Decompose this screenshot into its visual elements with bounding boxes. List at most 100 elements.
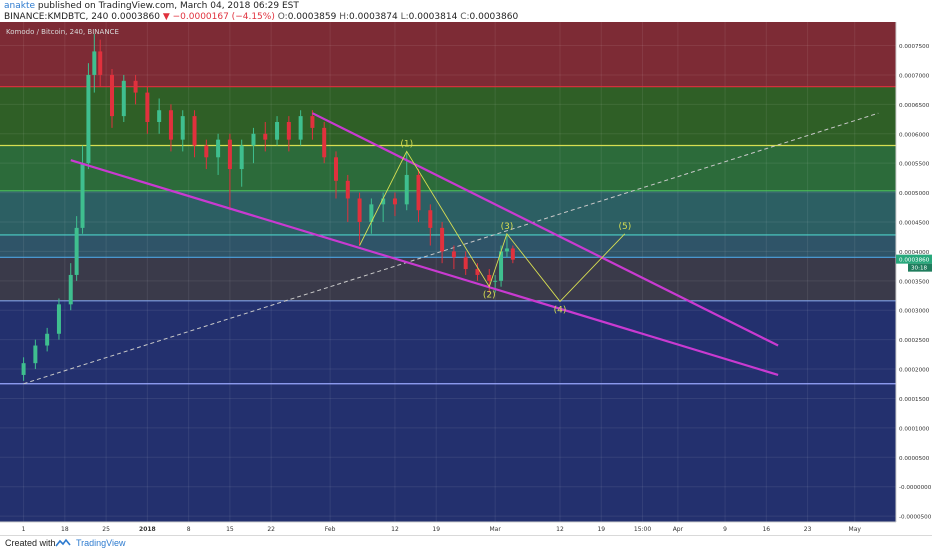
candle-body	[263, 133, 268, 140]
candle-body	[286, 122, 291, 140]
candle-body	[345, 180, 350, 199]
price-tick-label: 0.0001000	[899, 426, 930, 432]
candle-body	[74, 227, 79, 275]
candle-body	[110, 74, 114, 117]
last-price-label: 0.0003860	[899, 258, 930, 264]
candle-body	[369, 204, 374, 222]
candle-body	[168, 110, 173, 140]
candle-body	[192, 116, 197, 146]
candle-body	[180, 116, 185, 140]
elliott-wave-path	[359, 150, 626, 303]
time-tick-label: 12	[391, 526, 399, 533]
price-tick-label: 0.0002000	[899, 368, 930, 374]
fib-zone	[0, 145, 896, 191]
time-tick-label: 1	[22, 526, 26, 533]
trendline-dashed-support	[23, 112, 879, 385]
fib-zone	[0, 300, 896, 384]
price-tick-label: 0.0007500	[899, 44, 930, 50]
candle-body	[463, 257, 468, 270]
candle-body	[204, 145, 209, 158]
time-tick-label: 12	[556, 526, 564, 533]
price-tick-label: 0.0000500	[899, 456, 930, 462]
time-tick-label: Feb	[325, 526, 336, 533]
countdown-tag	[908, 263, 932, 272]
candle-body	[45, 333, 50, 346]
fib-zone	[0, 257, 896, 301]
price-tick-label: -0.0000000	[899, 485, 932, 491]
candle-body	[504, 248, 509, 252]
close-label: C:	[460, 12, 470, 22]
elliott-wave-label: (5)	[618, 222, 631, 232]
fib-zone	[0, 22, 896, 87]
time-tick-label: 2018	[139, 526, 156, 533]
candle-body	[157, 110, 162, 122]
time-tick-label: 19	[597, 526, 605, 533]
candle-body	[310, 116, 315, 128]
candle-body	[227, 139, 232, 170]
price-tick-label: 0.0006500	[899, 103, 930, 109]
high-label: H:	[339, 12, 350, 22]
time-tick-label: 22	[267, 526, 275, 533]
tradingview-brand-link[interactable]: TradingView	[76, 538, 126, 548]
candle-body	[21, 363, 26, 375]
time-tick-label: 9	[723, 526, 727, 533]
price-tick-label: 0.0004000	[899, 250, 930, 256]
candle-body	[133, 80, 138, 93]
last-price-tag	[896, 254, 932, 264]
symbol-info: BINANCE:KMDBTC, 240 0.0003860 ▼ −0.00001…	[4, 12, 518, 23]
time-tick-label: 15:00	[634, 526, 651, 533]
candle-body	[80, 163, 85, 228]
time-tick-label: 18	[61, 526, 69, 533]
candle-body	[298, 116, 303, 140]
time-tick-label: 25	[102, 526, 110, 533]
price-tick-label: 0.0004500	[899, 221, 930, 227]
candle-body	[33, 345, 38, 364]
countdown-label: 30:18	[911, 266, 928, 272]
trendline-wedge-lower	[70, 159, 779, 376]
price-tick-label: 0.0007000	[899, 73, 930, 79]
elliott-wave-label: (2)	[483, 291, 496, 301]
price-axis	[896, 22, 932, 522]
down-arrow-icon: ▼	[162, 12, 170, 22]
fib-zone	[0, 383, 896, 522]
candle-body	[251, 133, 256, 146]
time-tick-label: Mar	[489, 526, 501, 533]
ohlc-values: O:0.0003859 H:0.0003874 L:0.0003814 C:0.…	[278, 12, 518, 22]
author-link[interactable]: anakte	[4, 1, 36, 11]
time-tick-label: 23	[804, 526, 812, 533]
candle-body	[357, 198, 362, 222]
candle-body	[322, 127, 327, 158]
candle-body	[121, 80, 126, 117]
candle-body	[275, 122, 280, 140]
time-tick-label: 8	[187, 526, 191, 533]
candle-body	[487, 274, 492, 281]
candle-body	[416, 174, 421, 211]
time-tick-label: Apr	[673, 526, 684, 533]
price-tick-label: 0.0003500	[899, 279, 930, 285]
time-tick-label: May	[849, 526, 862, 533]
open-label: O:	[277, 12, 288, 22]
candle-body	[92, 51, 97, 75]
price-tick-label: 0.0005500	[899, 162, 930, 168]
candle-body	[475, 269, 480, 275]
price-tick-label: 0.0001500	[899, 397, 930, 403]
candle-body	[493, 280, 498, 282]
trendline-wedge-upper	[311, 112, 779, 347]
high-value: 0.0003874	[349, 12, 398, 22]
elliott-wave-label: (3)	[501, 222, 514, 232]
price-tick-label: -0.0000500	[899, 515, 932, 521]
time-axis	[0, 522, 896, 534]
candle-body	[216, 139, 221, 158]
chart-legend-title: Komodo / Bitcoin, 240, BINANCE	[6, 28, 119, 36]
fib-zone	[0, 190, 896, 235]
candle-body	[381, 198, 386, 205]
candle-body	[440, 227, 445, 252]
candle-body	[510, 248, 515, 260]
candle-body	[392, 198, 397, 205]
published-text: published on TradingView.com, March 04, …	[37, 1, 299, 11]
symbol-label: BINANCE:KMDBTC, 240	[4, 12, 109, 22]
publish-info: anakte published on TradingView.com, Mar…	[4, 1, 299, 12]
candle-body	[334, 157, 338, 181]
